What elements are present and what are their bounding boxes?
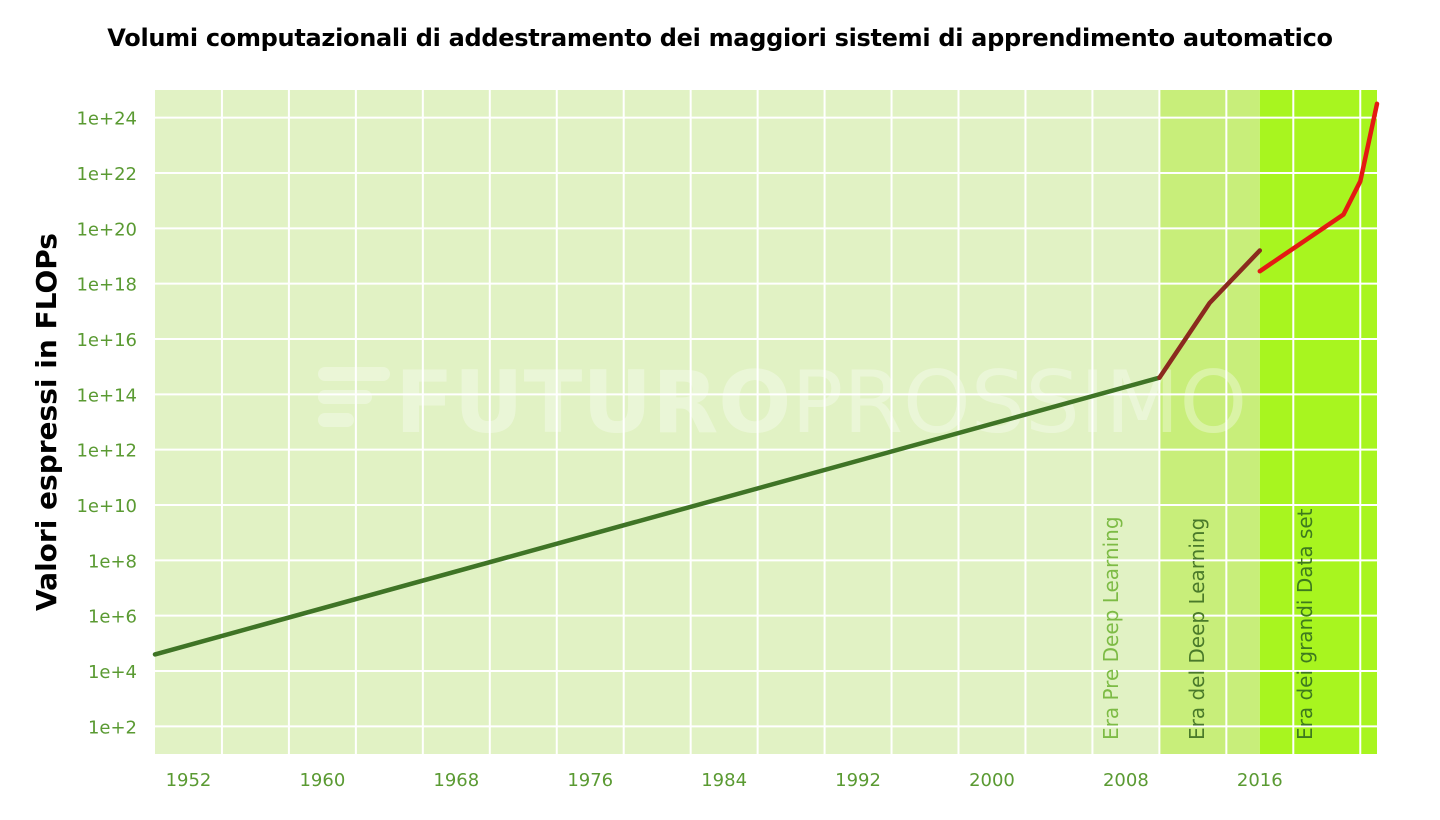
- x-tick-label: 2008: [1103, 770, 1149, 791]
- x-tick-label: 1992: [835, 770, 881, 791]
- x-tick-label: 1952: [166, 770, 212, 791]
- x-tick-label: 2016: [1237, 770, 1283, 791]
- watermark-light: PROSSIMO: [791, 353, 1247, 453]
- svg-text:FUTUROPROSSIMO: FUTUROPROSSIMO: [395, 353, 1247, 453]
- y-tick-label: 1e+14: [76, 385, 137, 406]
- x-tick-label: 1984: [701, 770, 747, 791]
- y-tick-label: 1e+18: [76, 275, 137, 296]
- era-labels: Era Pre Deep Learning Era del Deep Learni…: [1099, 508, 1317, 740]
- y-tick-label: 1e+8: [88, 551, 137, 572]
- x-tick-label: 1968: [433, 770, 479, 791]
- x-tick-labels: 1952 1960 1968 1976 1984 1992 2000 2008 2016: [166, 770, 1283, 791]
- y-axis-label: Valori espressi in FLOPs: [30, 233, 63, 611]
- era-band-3: [1259, 90, 1377, 754]
- watermark-logo-icon: [318, 367, 390, 427]
- chart-title: Volumi computazionali di addestramento d…: [107, 24, 1333, 52]
- y-tick-label: 1e+20: [76, 219, 137, 240]
- x-tick-label: 2000: [969, 770, 1015, 791]
- era-label-3: Era dei grandi Data set: [1293, 508, 1317, 740]
- series-line-3: [1257, 101, 1380, 274]
- era-band-2: [1159, 90, 1260, 754]
- y-tick-label: 1e+2: [88, 717, 137, 738]
- y-tick-label: 1e+24: [76, 109, 137, 130]
- y-tick-labels: 1e+2 1e+4 1e+6 1e+8 1e+10 1e+12 1e+14 1e+16 1e+1…: [76, 109, 137, 739]
- y-tick-label: 1e+22: [76, 164, 137, 185]
- series-line-1: [152, 375, 1162, 657]
- y-tick-label: 1e+16: [76, 330, 137, 351]
- era-label-1: Era Pre Deep Learning: [1099, 516, 1123, 740]
- watermark: FUTUROPROSSIMO: [318, 353, 1247, 453]
- series-lines: [152, 101, 1380, 657]
- y-tick-label: 1e+6: [88, 607, 137, 628]
- x-tick-label: 1960: [299, 770, 345, 791]
- era-label-2: Era del Deep Learning: [1185, 518, 1209, 740]
- y-tick-label: 1e+10: [76, 496, 137, 517]
- grid-lines: [155, 90, 1377, 754]
- x-tick-label: 1976: [567, 770, 613, 791]
- y-tick-label: 1e+12: [76, 441, 137, 462]
- y-tick-label: 1e+4: [88, 662, 137, 683]
- watermark-bold: FUTURO: [395, 353, 791, 453]
- series-line-2: [1157, 248, 1263, 380]
